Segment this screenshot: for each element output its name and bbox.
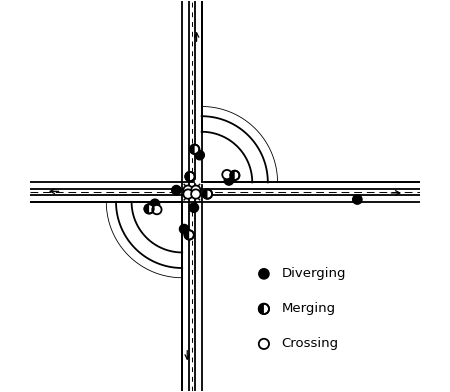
Bar xyxy=(182,182,202,202)
Circle shape xyxy=(203,189,212,199)
Circle shape xyxy=(259,304,269,314)
Circle shape xyxy=(259,339,269,349)
Circle shape xyxy=(185,172,195,181)
Circle shape xyxy=(183,189,193,199)
Circle shape xyxy=(189,203,198,212)
Circle shape xyxy=(191,189,201,199)
Circle shape xyxy=(190,145,199,154)
Circle shape xyxy=(259,269,269,279)
Circle shape xyxy=(230,171,239,180)
Wedge shape xyxy=(230,171,235,180)
Text: Merging: Merging xyxy=(281,302,336,316)
Wedge shape xyxy=(203,189,207,199)
Wedge shape xyxy=(184,230,189,240)
Circle shape xyxy=(144,204,154,214)
Circle shape xyxy=(224,176,234,185)
Circle shape xyxy=(172,185,181,195)
Wedge shape xyxy=(190,145,195,154)
Circle shape xyxy=(180,224,189,234)
Circle shape xyxy=(150,199,160,209)
Wedge shape xyxy=(144,204,149,214)
Circle shape xyxy=(353,195,362,204)
Wedge shape xyxy=(185,172,190,181)
Circle shape xyxy=(195,151,204,160)
Text: Diverging: Diverging xyxy=(281,267,346,280)
Circle shape xyxy=(152,205,162,214)
Circle shape xyxy=(183,185,193,195)
Circle shape xyxy=(191,185,201,195)
Circle shape xyxy=(222,170,232,179)
Text: Crossing: Crossing xyxy=(281,338,338,350)
Circle shape xyxy=(184,230,194,240)
Wedge shape xyxy=(259,304,264,314)
